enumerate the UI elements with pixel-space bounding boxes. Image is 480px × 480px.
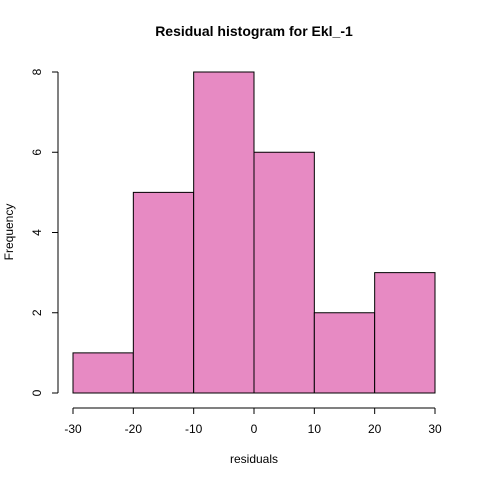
x-tick-label: 0	[251, 422, 258, 436]
x-axis-label: residuals	[230, 452, 278, 466]
y-tick-label: 8	[30, 68, 44, 75]
y-axis: 0 2 4 6 8	[30, 68, 58, 396]
x-tick-label: 10	[308, 422, 322, 436]
histogram-bar	[194, 72, 254, 393]
histogram-bar	[375, 273, 435, 393]
histogram-bar	[254, 152, 314, 393]
x-tick-label: -20	[125, 422, 143, 436]
histogram-bar	[133, 192, 193, 393]
chart-title: Residual histogram for Ekl_-1	[155, 23, 353, 39]
y-axis-label: Frequency	[2, 204, 16, 261]
x-tick-label: 30	[428, 422, 442, 436]
y-tick-label: 0	[30, 389, 44, 396]
x-tick-label: 20	[368, 422, 382, 436]
y-tick-label: 2	[30, 309, 44, 316]
y-tick-label: 6	[30, 149, 44, 156]
x-tick-label: -10	[185, 422, 203, 436]
bars-group	[73, 72, 435, 393]
x-axis: -30 -20 -10 0 10 20 30	[64, 408, 442, 436]
x-tick-label: -30	[64, 422, 82, 436]
histogram-bar	[73, 353, 133, 393]
histogram-bar	[314, 313, 374, 393]
y-tick-label: 4	[30, 229, 44, 236]
